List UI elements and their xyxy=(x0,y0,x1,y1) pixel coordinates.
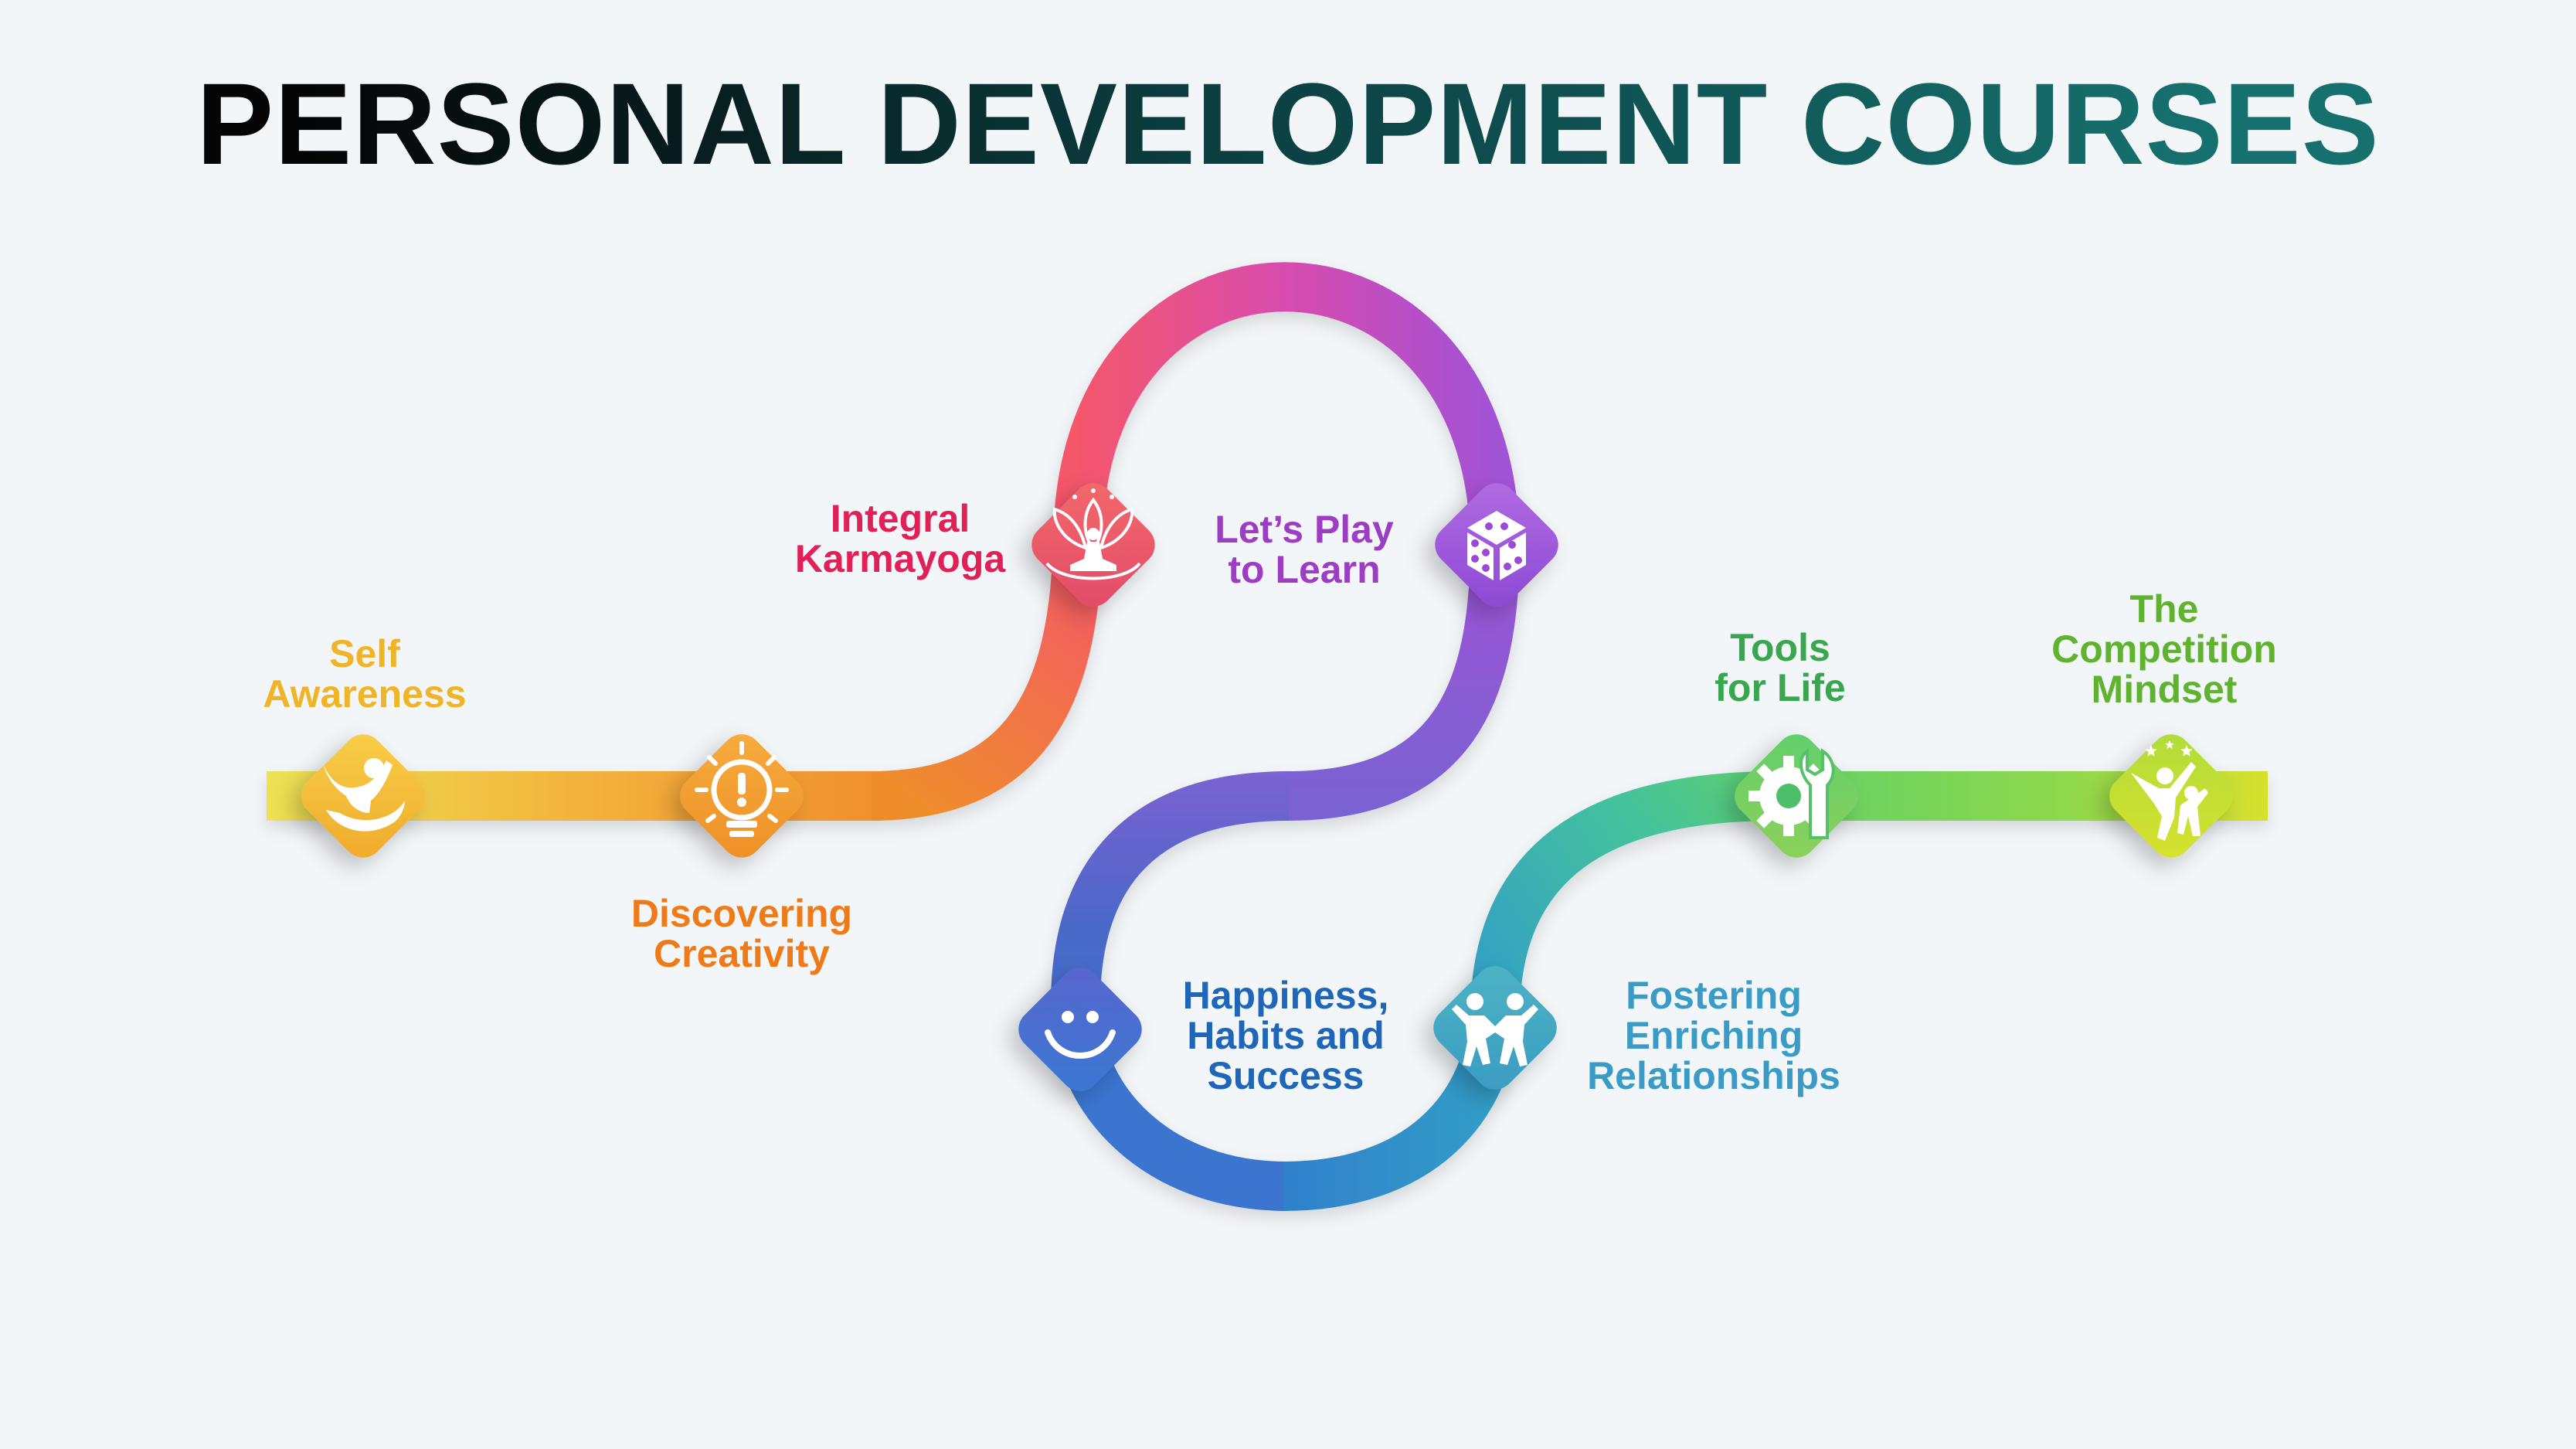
page-title: PERSONAL DEVELOPMENT COURSES xyxy=(0,54,2576,193)
course-label-line: Fostering xyxy=(1626,974,1802,1017)
course-label-line: Enriching xyxy=(1624,1014,1803,1057)
diamond-badge xyxy=(1018,968,1142,1091)
course-label-line: Integral xyxy=(830,497,970,540)
lightbulb-icon xyxy=(695,741,789,837)
course-marker-1 xyxy=(301,734,425,858)
course-label-3: Integral Karmayoga xyxy=(699,498,1101,579)
course-label-line: Tools xyxy=(1730,626,1830,669)
course-label-line: The xyxy=(2129,587,2199,631)
course-marker-6 xyxy=(1433,966,1557,1090)
course-label-line: Creativity xyxy=(654,932,830,975)
course-label-line: for Life xyxy=(1715,666,1846,709)
course-markers xyxy=(301,483,2233,1091)
course-label-line: Discovering xyxy=(630,892,853,935)
gear-wrench-icon xyxy=(1748,748,1835,839)
course-label-line: Let’s Play xyxy=(1215,508,1394,551)
dice-icon xyxy=(1467,511,1526,580)
smiley-icon xyxy=(1045,1011,1116,1059)
course-label-line: Happiness, xyxy=(1182,974,1389,1017)
course-label-5: Happiness, Habits and Success xyxy=(1085,975,1487,1096)
path-segment-2 xyxy=(871,540,1103,821)
course-marker-7 xyxy=(1735,734,1858,858)
course-label-2: Discovering Creativity xyxy=(541,893,943,974)
path-segment-3 xyxy=(1053,262,1520,546)
course-label-line: Mindset xyxy=(2091,668,2238,711)
two-people-icon xyxy=(1452,993,1538,1066)
course-label-1: Self Awareness xyxy=(164,634,566,714)
course-label-7: Tools for Life xyxy=(1579,628,1981,708)
course-label-line: Competition xyxy=(2051,628,2277,671)
diamond-badge xyxy=(680,734,804,858)
course-marker-5 xyxy=(1018,968,1142,1091)
course-label-line: Karmayoga xyxy=(794,537,1006,580)
person-cheering-icon xyxy=(323,758,405,832)
course-label-6: Fostering Enriching Relationships xyxy=(1513,975,1915,1096)
path-segment-7 xyxy=(1470,771,1778,1010)
star-people-icon xyxy=(2131,740,2208,841)
course-label-line: Habits and xyxy=(1187,1014,1385,1057)
course-label-line: Success xyxy=(1207,1054,1364,1097)
course-label-line: Self xyxy=(329,632,400,675)
course-label-4: Let’s Play to Learn xyxy=(1103,509,1505,590)
course-marker-3 xyxy=(1031,483,1155,607)
course-label-8: The Competition Mindset xyxy=(1963,589,2365,709)
meditation-lotus-icon xyxy=(1045,488,1141,580)
course-marker-4 xyxy=(1435,483,1558,607)
course-label-line: Awareness xyxy=(263,672,467,716)
course-marker-8 xyxy=(2109,734,2233,858)
course-label-line: Relationships xyxy=(1587,1054,1840,1097)
course-marker-2 xyxy=(680,734,804,858)
course-label-line: to Learn xyxy=(1228,548,1381,591)
